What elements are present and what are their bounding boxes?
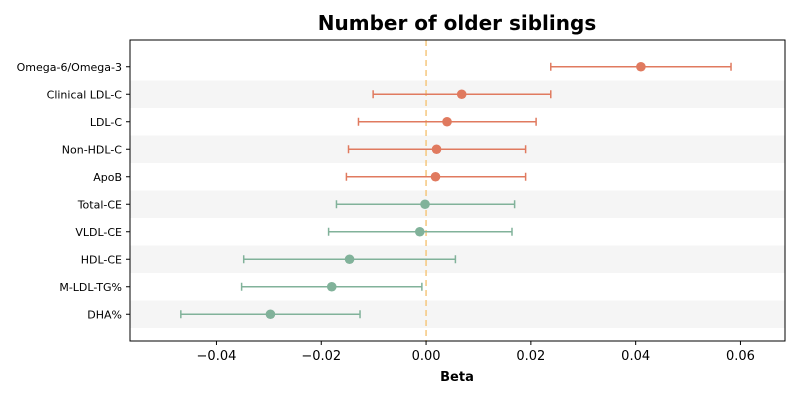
point-estimates [265, 61, 646, 320]
beta-point [414, 226, 425, 237]
x-tick-label: 0.02 [516, 349, 545, 364]
y-tick-label: DHA% [87, 308, 122, 321]
x-tick-label: 0.04 [621, 349, 650, 364]
beta-point [442, 116, 452, 127]
x-tick-label: 0.06 [726, 349, 755, 364]
y-tick-label: Omega-6/Omega-3 [17, 61, 122, 74]
y-tick-label: ApoB [93, 171, 122, 184]
beta-point [265, 309, 276, 320]
x-tick-label: 0.00 [412, 349, 441, 364]
row-band [130, 245, 785, 273]
beta-point [636, 61, 646, 72]
y-tick-label: Total-CE [77, 198, 122, 211]
x-axis-label: Beta [440, 370, 474, 385]
beta-point [430, 171, 441, 182]
y-tick-label: Clinical LDL-C [47, 88, 123, 101]
beta-point [344, 254, 355, 265]
beta-point [420, 199, 430, 210]
x-axis-ticks: −0.04 −0.02 0.00 0.02 0.04 0.06 [197, 341, 755, 364]
x-tick-label: −0.04 [197, 349, 237, 364]
beta-point [431, 144, 442, 155]
y-tick-label: VLDL-CE [75, 226, 122, 239]
plot-frame [129, 39, 786, 342]
beta-point [456, 89, 467, 100]
y-tick-label: Non-HDL-C [62, 143, 123, 156]
beta-point [326, 281, 337, 292]
y-axis-ticks: Omega-6/Omega-3 Clinical LDL-C LDL-C Non-HD… [17, 61, 130, 321]
y-tick-label: LDL-C [90, 116, 123, 129]
x-tick-label: −0.02 [301, 349, 341, 364]
y-tick-label: M-LDL-TG% [59, 281, 122, 294]
chart-title: Number of older siblings [318, 11, 596, 35]
y-tick-label: HDL-CE [81, 253, 122, 266]
